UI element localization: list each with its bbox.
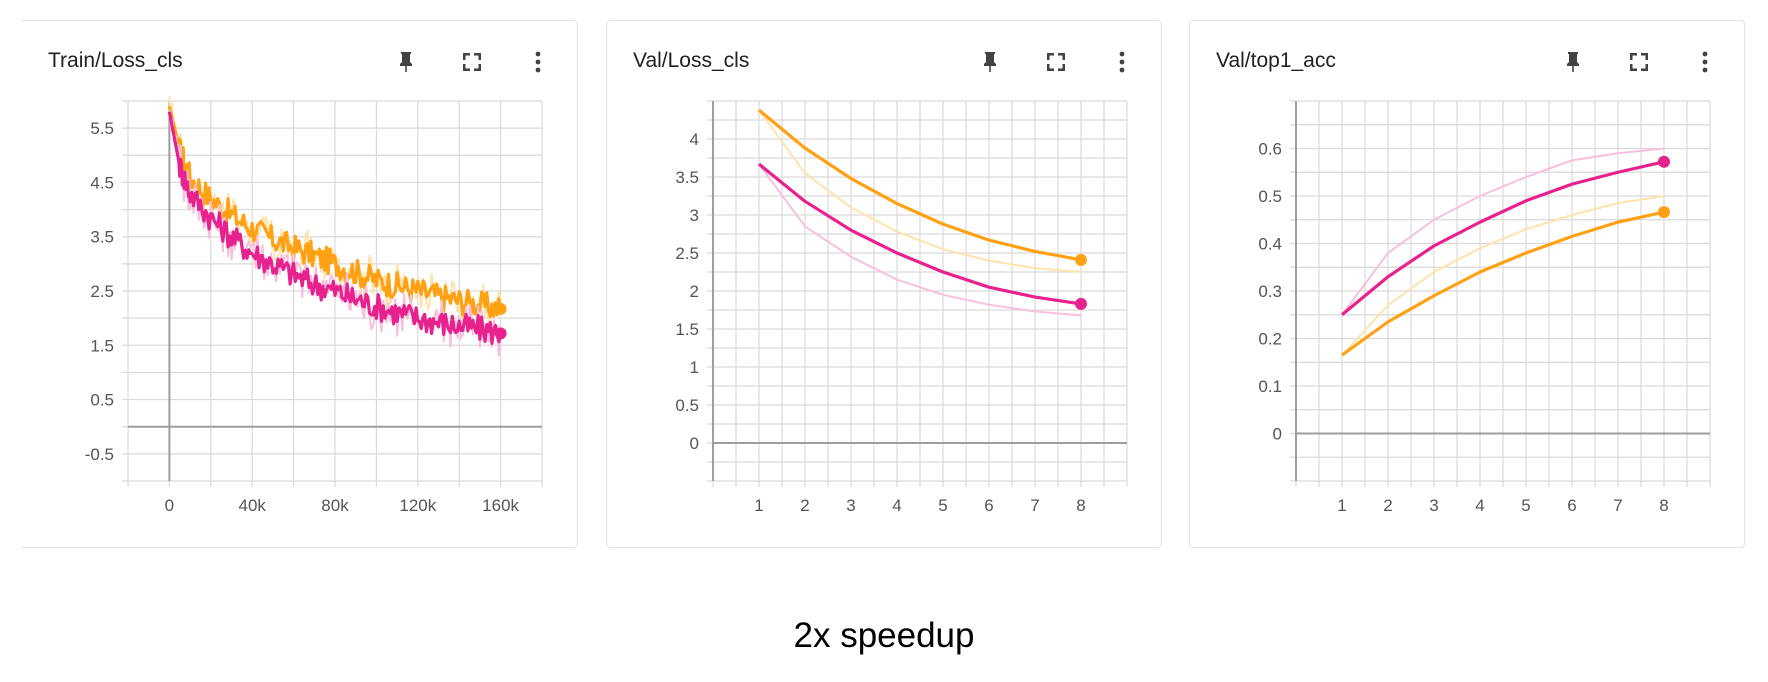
x-tick-label: 7	[1613, 496, 1622, 515]
y-tick-label: 4	[690, 130, 699, 149]
card-toolbar	[939, 47, 1137, 77]
series-line	[1340, 160, 1665, 316]
y-tick-label: 0.5	[1258, 187, 1282, 206]
x-tick-label: 6	[984, 496, 993, 515]
chart-title: Val/top1_acc	[1216, 49, 1336, 72]
x-tick-label: 1	[754, 496, 763, 515]
chart-title: Val/Loss_cls	[633, 49, 750, 72]
x-tick-label: 6	[1567, 496, 1576, 515]
fullscreen-icon[interactable]	[1041, 47, 1071, 77]
series-line	[757, 162, 1082, 306]
chart-card-train-loss: Train/Loss_cls 0 40k 80k 120k 160k 5.5 4.5 3.5 2…	[22, 20, 578, 548]
y-tick-label: 0.2	[1258, 330, 1282, 349]
series-line	[1341, 210, 1665, 357]
y-tick-label: 1	[690, 358, 699, 377]
y-tick-label: 1.5	[90, 336, 114, 355]
series-end-point	[1658, 206, 1670, 219]
x-tick-label: 2	[1383, 496, 1392, 515]
card-toolbar	[355, 47, 553, 77]
y-tick-label: 0	[1273, 425, 1282, 444]
fullscreen-icon[interactable]	[457, 47, 487, 77]
chart-card-val-loss: Val/Loss_cls 1 2 3 4 5 6 7 8 4 3.5 3 2.5 2 1.5 1 0.5 0	[606, 20, 1162, 548]
y-tick-label: 5.5	[90, 119, 114, 138]
chart-title: Train/Loss_cls	[48, 49, 183, 72]
y-tick-label: 0.3	[1258, 282, 1282, 301]
y-tick-label: 3	[690, 206, 699, 225]
x-tick-label: 3	[1429, 496, 1438, 515]
y-tick-label: 2.5	[675, 244, 699, 263]
y-tick-label: 2	[690, 282, 699, 301]
chart-plot: 1 2 3 4 5 6 7 8 0.6 0.5 0.4 0.3 0.2 0.1 0	[1258, 100, 1711, 515]
series-line	[1341, 147, 1665, 316]
more-vert-icon[interactable]	[523, 47, 553, 77]
x-tick-label: 2	[800, 496, 809, 515]
y-tick-label: 0.5	[675, 396, 699, 415]
more-vert-icon[interactable]	[1107, 47, 1137, 77]
series-end-point	[494, 327, 507, 340]
series-end-point	[1075, 297, 1087, 310]
x-tick-label: 0	[165, 496, 174, 515]
y-tick-label: 0.1	[1258, 377, 1282, 396]
more-vert-icon[interactable]	[1690, 47, 1720, 77]
chart-plot: 1 2 3 4 5 6 7 8 4 3.5 3 2.5 2 1.5 1 0.5 0	[675, 100, 1128, 515]
chart-card-val-top1-acc: Val/top1_acc 1 2 3 4 5 6 7 8 0.6 0.5 0.4 0.3 0.2 0.1 0	[1189, 20, 1745, 548]
x-tick-label: 8	[1659, 496, 1668, 515]
figure-caption: 2x speedup	[793, 616, 975, 655]
series-line	[757, 108, 1082, 262]
series-line	[758, 109, 1082, 273]
y-tick-label: 3.5	[90, 228, 114, 247]
x-tick-label: 120k	[399, 496, 436, 515]
series-end-point	[1658, 155, 1670, 168]
series-line	[167, 111, 503, 345]
series-line	[758, 163, 1082, 317]
x-tick-label: 8	[1076, 496, 1085, 515]
chart-plot: 0 40k 80k 120k 160k 5.5 4.5 3.5 2.5 1.5 0.5 -0.5	[85, 96, 543, 515]
y-tick-label: 1.5	[675, 320, 699, 339]
y-tick-label: 0.6	[1258, 140, 1282, 159]
y-tick-label: 2.5	[90, 282, 114, 301]
x-tick-label: 4	[892, 496, 901, 515]
y-tick-label: 0.5	[90, 391, 114, 410]
y-tick-label: -0.5	[85, 445, 114, 464]
y-tick-label: 0.4	[1258, 235, 1282, 254]
x-tick-label: 7	[1030, 496, 1039, 515]
x-tick-label: 3	[846, 496, 855, 515]
pin-icon[interactable]	[391, 47, 421, 77]
x-tick-label: 40k	[238, 496, 266, 515]
y-tick-label: 3.5	[675, 168, 699, 187]
fullscreen-icon[interactable]	[1624, 47, 1654, 77]
x-tick-label: 160k	[482, 496, 519, 515]
pin-icon[interactable]	[975, 47, 1005, 77]
series-end-point	[494, 302, 507, 315]
y-tick-label: 0	[690, 434, 699, 453]
x-tick-label: 5	[1521, 496, 1530, 515]
series-line	[1341, 195, 1665, 356]
card-toolbar	[1522, 47, 1720, 77]
pin-icon[interactable]	[1558, 47, 1588, 77]
y-tick-label: 4.5	[90, 173, 114, 192]
x-tick-label: 1	[1337, 496, 1346, 515]
series-line	[167, 106, 503, 319]
x-tick-label: 4	[1475, 496, 1484, 515]
series-end-point	[1075, 253, 1087, 266]
x-tick-label: 5	[938, 496, 947, 515]
x-tick-label: 80k	[321, 496, 349, 515]
